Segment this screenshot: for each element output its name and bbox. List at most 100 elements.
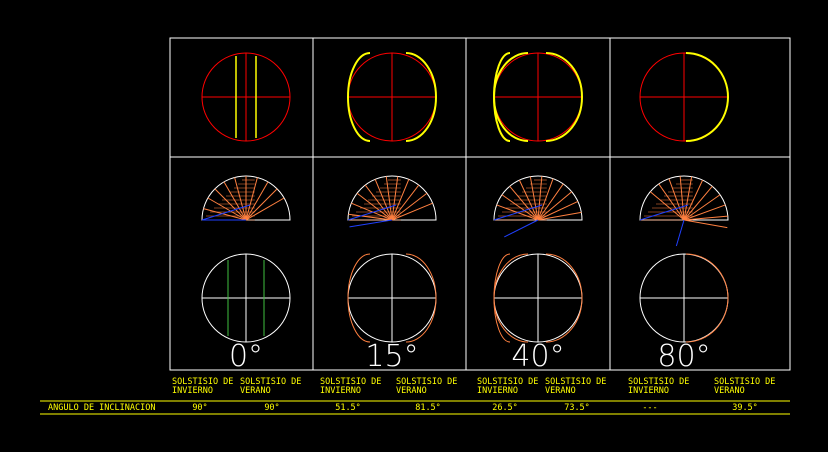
frame xyxy=(169,37,791,371)
cell-value: 26.5° xyxy=(492,403,518,413)
table-lines xyxy=(40,400,790,415)
top-figure xyxy=(201,52,291,142)
ray xyxy=(245,181,269,221)
ray xyxy=(658,183,685,221)
arc xyxy=(685,253,729,343)
ray xyxy=(391,192,428,221)
arc xyxy=(493,52,529,142)
column-header: VERANO xyxy=(714,386,745,396)
ray xyxy=(509,185,539,221)
column-header: SOLSTISIO DE xyxy=(320,377,381,387)
ray xyxy=(356,192,393,221)
column-header: SOLSTISIO DE xyxy=(396,377,457,387)
top-figure xyxy=(639,52,729,142)
ray xyxy=(493,204,543,221)
ray xyxy=(203,208,247,221)
column-header: SOLSTISIO DE xyxy=(545,377,606,387)
bottom-figure xyxy=(347,253,437,343)
ray xyxy=(245,177,258,221)
ray xyxy=(668,178,685,221)
column-header: VERANO xyxy=(396,386,427,396)
cell-value: 90° xyxy=(264,403,279,413)
ray xyxy=(649,191,685,221)
arc xyxy=(685,52,729,142)
ray xyxy=(223,181,247,221)
ray xyxy=(391,179,410,221)
ray xyxy=(351,202,393,221)
column-header: INVIERNO xyxy=(477,386,518,396)
sun-diagram xyxy=(493,175,583,238)
sun-diagram xyxy=(639,175,729,247)
column-header: VERANO xyxy=(545,386,576,396)
ray xyxy=(245,188,278,221)
bottom-figure xyxy=(201,253,291,343)
ray xyxy=(348,213,393,221)
ray xyxy=(683,215,728,221)
angle-label: 80° xyxy=(657,339,710,374)
arc xyxy=(493,253,529,343)
ray xyxy=(385,176,393,221)
ray xyxy=(349,219,393,228)
arc xyxy=(347,253,371,343)
ray xyxy=(675,219,685,247)
column-header: SOLSTISIO DE xyxy=(172,377,233,387)
ray xyxy=(683,179,704,221)
top-figure xyxy=(347,52,437,142)
ray xyxy=(391,176,399,221)
top-figure xyxy=(493,52,583,142)
ray xyxy=(537,200,579,221)
row-label: ANGULO DE INCLINACION xyxy=(48,403,155,413)
column-header: SOLSTISIO DE xyxy=(477,377,538,387)
cell-value: 73.5° xyxy=(564,403,590,413)
ray xyxy=(364,184,393,221)
ray xyxy=(201,204,251,221)
angle-label: 15° xyxy=(365,339,418,374)
ray xyxy=(537,178,554,221)
ray xyxy=(391,184,420,221)
column-header: INVIERNO xyxy=(320,386,361,396)
sun-diagram xyxy=(347,175,437,228)
cell-value: 90° xyxy=(192,403,207,413)
ray xyxy=(374,179,393,221)
bottom-figure xyxy=(639,253,729,343)
ray xyxy=(683,219,728,229)
column-header: SOLSTISIO DE xyxy=(714,377,775,387)
cell-value: 39.5° xyxy=(732,403,758,413)
angle-label: 0° xyxy=(229,339,263,374)
ray xyxy=(537,176,543,221)
arc xyxy=(545,52,583,142)
semicircle xyxy=(493,175,583,221)
semicircle xyxy=(347,175,437,221)
ray xyxy=(683,194,721,221)
cell-value: 51.5° xyxy=(335,403,361,413)
ray xyxy=(537,183,564,221)
ray xyxy=(679,176,685,221)
column-header: SOLSTISIO DE xyxy=(628,377,689,387)
ray xyxy=(639,204,689,221)
ray xyxy=(207,197,247,221)
angle-label: 40° xyxy=(511,339,564,374)
ray xyxy=(683,185,713,221)
bottom-figure xyxy=(493,253,583,343)
cell-value: 81.5° xyxy=(415,403,441,413)
arc xyxy=(347,52,371,142)
ray xyxy=(234,177,247,221)
arc xyxy=(405,52,437,142)
column-header: VERANO xyxy=(240,386,271,396)
column-header: INVIERNO xyxy=(172,386,213,396)
column-header: INVIERNO xyxy=(628,386,669,396)
ray xyxy=(537,211,582,221)
ray xyxy=(214,188,247,221)
sun-diagram xyxy=(201,175,291,221)
arc xyxy=(545,253,583,343)
cell-value: --- xyxy=(642,403,657,413)
ray xyxy=(245,197,285,221)
ray xyxy=(683,204,726,221)
ray xyxy=(504,219,539,238)
ray xyxy=(347,204,397,221)
semicircle xyxy=(201,175,291,221)
arc xyxy=(405,253,437,343)
ray xyxy=(537,191,573,221)
